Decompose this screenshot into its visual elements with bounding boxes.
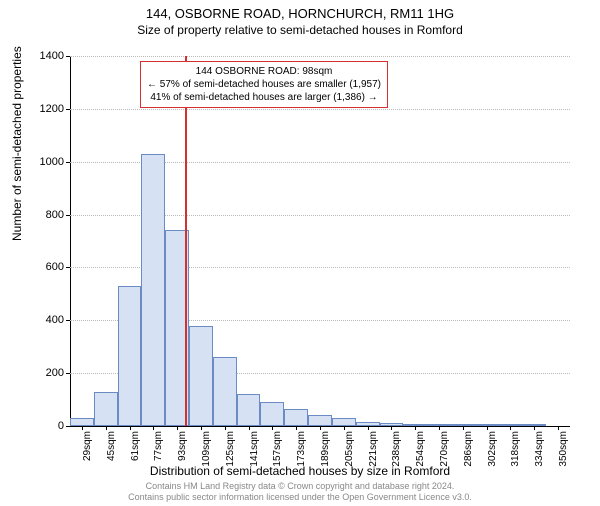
ytick-mark	[66, 109, 70, 110]
histogram-bar	[94, 392, 118, 426]
copyright-line1: Contains HM Land Registry data © Crown c…	[0, 481, 600, 493]
reference-line	[185, 56, 187, 426]
ytick-mark	[66, 267, 70, 268]
gridline	[70, 109, 570, 110]
histogram-bar	[118, 286, 142, 426]
ytick-mark	[66, 320, 70, 321]
ytick-label: 0	[24, 420, 64, 432]
xtick-mark	[510, 426, 511, 430]
xtick-mark	[272, 426, 273, 430]
xtick-mark	[534, 426, 535, 430]
ytick-label: 400	[24, 314, 64, 326]
histogram-bar	[260, 402, 284, 426]
histogram-bar	[70, 418, 94, 426]
xtick-mark	[487, 426, 488, 430]
copyright-notice: Contains HM Land Registry data © Crown c…	[0, 481, 600, 504]
copyright-line2: Contains public sector information licen…	[0, 492, 600, 504]
xtick-mark	[130, 426, 131, 430]
page-title: 144, OSBORNE ROAD, HORNCHURCH, RM11 1HG	[0, 6, 600, 21]
xtick-mark	[558, 426, 559, 430]
histogram-bar	[189, 326, 213, 426]
xtick-mark	[463, 426, 464, 430]
ytick-mark	[66, 56, 70, 57]
x-axis-label: Distribution of semi-detached houses by …	[0, 464, 600, 478]
annotation-line: 41% of semi-detached houses are larger (…	[147, 91, 381, 104]
ytick-mark	[66, 215, 70, 216]
ytick-label: 600	[24, 261, 64, 273]
chart-subtitle: Size of property relative to semi-detach…	[0, 23, 600, 37]
histogram-bar	[332, 418, 356, 426]
xtick-mark	[249, 426, 250, 430]
histogram-bar	[213, 357, 237, 426]
ytick-mark	[66, 426, 70, 427]
xtick-mark	[106, 426, 107, 430]
xtick-mark	[153, 426, 154, 430]
histogram-bar	[308, 415, 332, 426]
ytick-mark	[66, 162, 70, 163]
xtick-mark	[391, 426, 392, 430]
xtick-mark	[368, 426, 369, 430]
xtick-mark	[201, 426, 202, 430]
xtick-mark	[82, 426, 83, 430]
xtick-mark	[344, 426, 345, 430]
xtick-mark	[177, 426, 178, 430]
xtick-mark	[320, 426, 321, 430]
xtick-mark	[296, 426, 297, 430]
ytick-label: 1400	[24, 50, 64, 62]
histogram-bar	[284, 409, 308, 426]
histogram-chart: 29sqm45sqm61sqm77sqm93sqm109sqm125sqm141…	[70, 56, 570, 426]
gridline	[70, 56, 570, 57]
ytick-label: 1200	[24, 103, 64, 115]
y-axis-label: Number of semi-detached properties	[10, 46, 24, 241]
xtick-mark	[439, 426, 440, 430]
histogram-bar	[237, 394, 261, 426]
annotation-line: 144 OSBORNE ROAD: 98sqm	[147, 65, 381, 78]
annotation-box: 144 OSBORNE ROAD: 98sqm← 57% of semi-det…	[140, 61, 388, 108]
ytick-label: 800	[24, 209, 64, 221]
histogram-bar	[141, 154, 165, 426]
y-axis-line	[70, 56, 71, 426]
xtick-mark	[225, 426, 226, 430]
xtick-mark	[415, 426, 416, 430]
ytick-label: 200	[24, 367, 64, 379]
ytick-label: 1000	[24, 156, 64, 168]
ytick-mark	[66, 373, 70, 374]
annotation-line: ← 57% of semi-detached houses are smalle…	[147, 78, 381, 91]
